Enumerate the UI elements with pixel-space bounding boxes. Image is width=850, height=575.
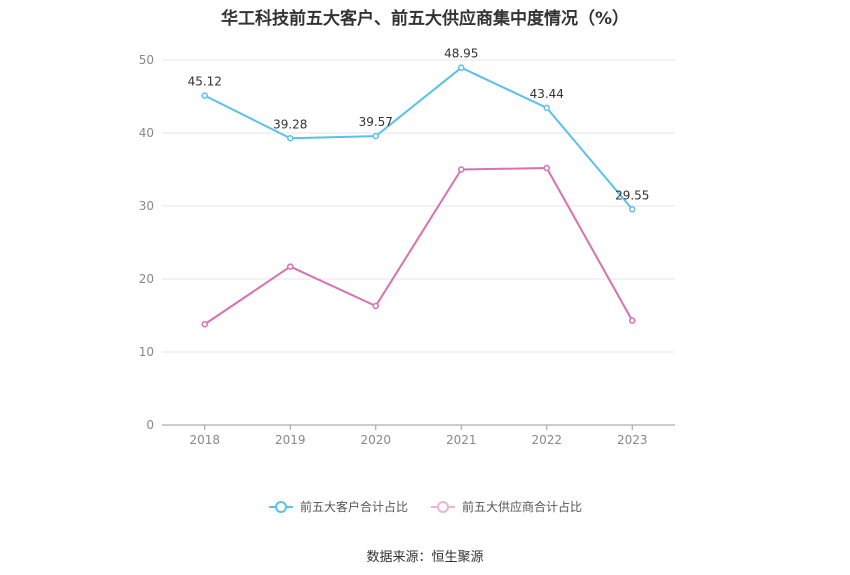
data-point-0 — [201, 92, 208, 99]
series-line-0 — [204, 66, 634, 210]
data-point-1 — [201, 321, 208, 328]
legend-label-customers: 前五大客户合计占比 — [299, 500, 408, 514]
y-tick-label: 50 — [139, 53, 154, 67]
x-tick-label: 2019 — [275, 433, 306, 447]
grid-layer — [162, 59, 675, 353]
legend: 前五大客户合计占比 前五大供应商合计占比 — [0, 498, 850, 515]
source-note: 数据来源：恒生聚源 — [366, 550, 484, 565]
legend-suppliers-marker-icon — [431, 500, 455, 513]
data-label: 43.44 — [530, 87, 564, 101]
data-point-0 — [629, 206, 636, 213]
legend-item-customers[interactable]: 前五大客户合计占比 — [268, 498, 408, 515]
data-point-1 — [372, 302, 379, 310]
x-tick-label: 2020 — [360, 433, 391, 447]
y-tick-label: 10 — [139, 345, 154, 359]
data-label-layer: 45.12 39.28 39.57 48.95 43.44 29.55 — [188, 47, 650, 203]
x-tick-label: 2023 — [617, 433, 648, 447]
legend-customers-marker-icon — [268, 500, 293, 513]
data-point-1 — [543, 164, 550, 172]
data-point-0 — [372, 132, 379, 140]
data-label: 45.12 — [188, 75, 222, 89]
data-point-0 — [287, 135, 294, 142]
x-tick-label: 2021 — [446, 433, 477, 447]
series-line-1 — [204, 167, 634, 326]
y-tick-label: 20 — [139, 272, 154, 286]
data-point-0 — [543, 104, 550, 112]
series-layer — [201, 64, 636, 328]
legend-item-suppliers[interactable]: 前五大供应商合计占比 — [430, 498, 582, 515]
legend-label-suppliers: 前五大供应商合计占比 — [462, 500, 583, 514]
y-tick-label: 0 — [146, 418, 154, 432]
x-tick-label: 2018 — [189, 433, 220, 447]
y-tick-label: 30 — [139, 199, 154, 213]
data-label: 39.57 — [359, 115, 393, 129]
data-point-0 — [458, 64, 465, 71]
y-tick-label: 40 — [139, 126, 154, 140]
data-point-1 — [287, 263, 294, 270]
x-tick-label: 2022 — [531, 433, 562, 447]
axis-layer: 0 10 20 30 40 50 2018 2019 2020 2021 2022 2023 — [139, 53, 675, 447]
data-point-1 — [629, 317, 636, 324]
data-label: 29.55 — [615, 188, 649, 202]
data-label: 39.28 — [273, 117, 307, 131]
chart-title: 华工科技前五大客户、前五大供应商集中度情况（%） — [220, 9, 630, 29]
data-label: 48.95 — [444, 47, 478, 61]
data-point-1 — [458, 166, 465, 173]
